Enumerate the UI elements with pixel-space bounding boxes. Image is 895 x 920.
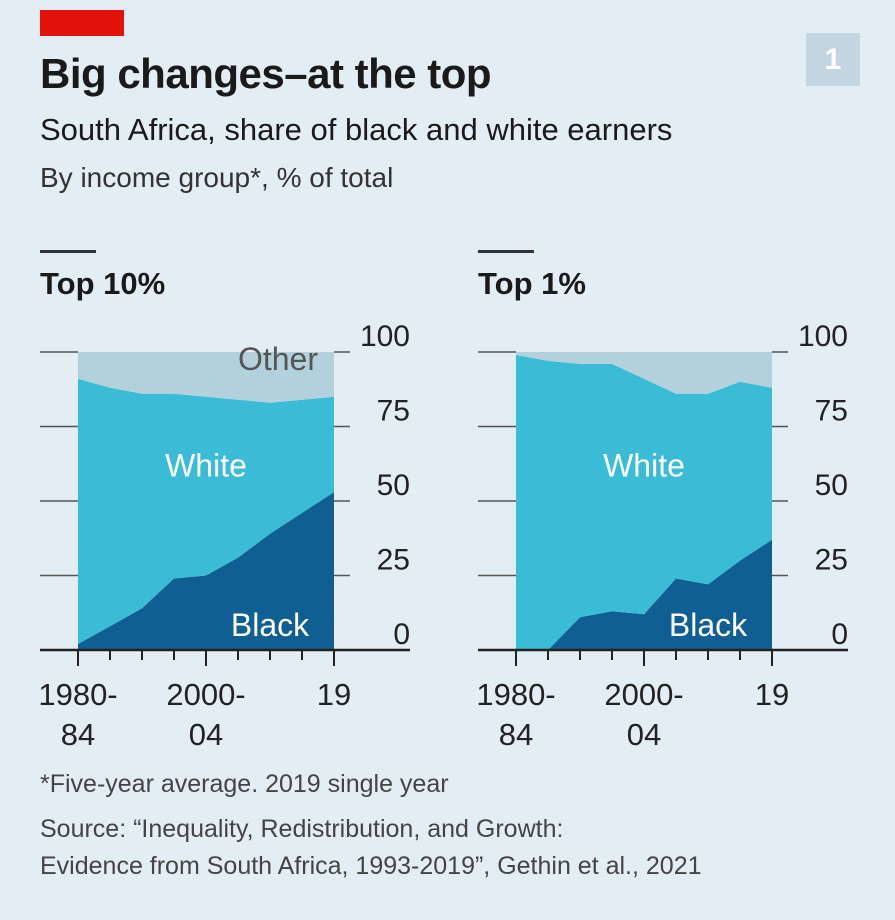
- y-tick-label-75: 75: [815, 395, 848, 428]
- brand-bar: [40, 10, 124, 36]
- y-tick-label-100: 100: [798, 320, 848, 353]
- area-label-white: White: [603, 448, 685, 484]
- chart-top1: 0 25 50 75 100 1980- 84 2000- 04 19 White Black: [476, 320, 848, 752]
- area-label-black: Black: [231, 607, 310, 643]
- source-line-2: Evidence from South Africa, 1993-2019”, …: [40, 852, 702, 880]
- y-tick-label-75: 75: [377, 395, 410, 428]
- x-tick-label-1980-84-1: 84: [499, 717, 533, 752]
- y-tick-label-25: 25: [377, 544, 410, 577]
- area-other: [78, 352, 334, 403]
- x-tick-label-1980-84-0: 1980-: [38, 677, 117, 712]
- x-tick-label-1980-84-0: 1980-: [476, 677, 555, 712]
- panel-title-top1: Top 1%: [478, 266, 586, 301]
- chart-subtitle: South Africa, share of black and white e…: [40, 112, 673, 147]
- y-tick-label-50: 50: [815, 469, 848, 502]
- panel-rule-top10: [40, 250, 96, 253]
- panel-title-top10: Top 10%: [40, 266, 166, 301]
- x-tick-label-2019-0: 19: [317, 677, 351, 712]
- y-tick-label-0: 0: [393, 618, 410, 651]
- chart-description: By income group*, % of total: [40, 162, 394, 193]
- y-tick-label-50: 50: [377, 469, 410, 502]
- area-label-other: Other: [238, 341, 318, 377]
- x-tick-label-2000-04-1: 04: [189, 717, 223, 752]
- x-tick-label-2019-0: 19: [755, 677, 789, 712]
- x-tick-label-2000-04-0: 2000-: [604, 677, 683, 712]
- x-tick-label-2000-04-1: 04: [627, 717, 661, 752]
- footnote: *Five-year average. 2019 single year: [40, 770, 449, 798]
- chart-top10: 0 25 50 75 100 1980- 84 2000- 04 19 White Black Othe…: [38, 320, 410, 752]
- area-label-white: White: [165, 448, 247, 484]
- source-line-1: Source: “Inequality, Redistribution, and…: [40, 815, 564, 843]
- area-white: [78, 378, 334, 644]
- y-tick-label-25: 25: [815, 544, 848, 577]
- area-other: [516, 352, 772, 394]
- x-tick-label-1980-84-1: 84: [61, 717, 95, 752]
- area-black: [516, 539, 772, 650]
- y-tick-label-100: 100: [360, 320, 410, 353]
- area-label-black: Black: [669, 607, 748, 643]
- chart-number-badge: 1: [806, 33, 860, 86]
- panel-rule-top1: [478, 250, 534, 253]
- x-tick-label-2000-04-0: 2000-: [166, 677, 245, 712]
- y-tick-label-0: 0: [831, 618, 848, 651]
- area-white: [516, 355, 772, 650]
- chart-title: Big changes–at the top: [40, 50, 492, 97]
- area-black: [78, 492, 334, 650]
